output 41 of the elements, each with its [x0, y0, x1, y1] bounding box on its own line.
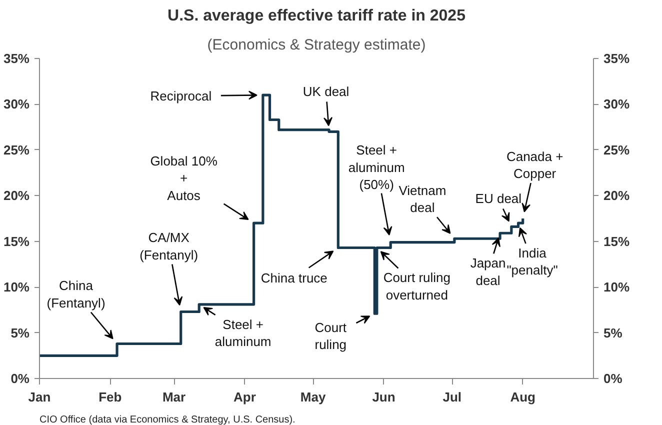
x-tick-label: Jul [442, 390, 462, 404]
annotation: Canada + Copper [506, 148, 564, 182]
y2-tick-label: 25% [604, 142, 630, 158]
annotation: Japan deal [470, 256, 506, 288]
x-tick-label: May [300, 390, 326, 404]
annotation: China (Fentanyl) [46, 278, 106, 310]
annotation: Global 10% + Autos [150, 153, 218, 203]
y-tick-label: 30% [3, 96, 30, 112]
x-tick-label: Aug [510, 390, 536, 404]
x-tick-label: Mar [162, 390, 186, 404]
x-tick-label: Jun [372, 390, 396, 404]
annotation: UK deal [302, 84, 350, 100]
y2-tick-label: 10% [604, 280, 630, 295]
y-tick-label: 0% [10, 371, 30, 386]
x-tick-label: Jan [28, 390, 51, 404]
y-tick-label: 5% [10, 325, 30, 340]
y-tick-label: 15% [3, 234, 30, 249]
chart-title: U.S. average effective tariff rate in 2025 [168, 8, 466, 24]
annotation: India "penalty" [506, 245, 558, 278]
y2-tick-label: 20% [604, 188, 630, 204]
y-tick-label: 25% [3, 142, 30, 158]
annotation: Steel + aluminum [214, 316, 272, 350]
annotation: China truce [260, 270, 328, 286]
y2-tick-label: 35% [604, 51, 630, 66]
chart-subtitle: (Economics & Strategy estimate) [207, 36, 426, 54]
x-tick-label: Feb [98, 390, 122, 404]
y2-tick-label: 15% [604, 234, 630, 249]
text: CIO Office (data via Economics & Strategy, U.S. Census). [40, 414, 296, 425]
annotation: Reciprocal [150, 88, 212, 104]
y-tick-label: 20% [3, 188, 30, 204]
annotation: CA/MX (Fentanyl) [140, 230, 198, 262]
y2-tick-label: 5% [604, 325, 623, 340]
y-tick-label: 35% [3, 51, 30, 66]
y2-tick-label: 0% [604, 371, 623, 386]
annotation: Vietnam deal [398, 182, 446, 216]
annotation: EU deal [475, 191, 522, 206]
x-tick-label: Apr [233, 390, 256, 404]
annotation: Court ruling [314, 320, 347, 352]
y2-tick-label: 30% [604, 96, 630, 112]
y-tick-label: 10% [3, 280, 30, 295]
annotation: Court ruling overturned [383, 270, 451, 302]
